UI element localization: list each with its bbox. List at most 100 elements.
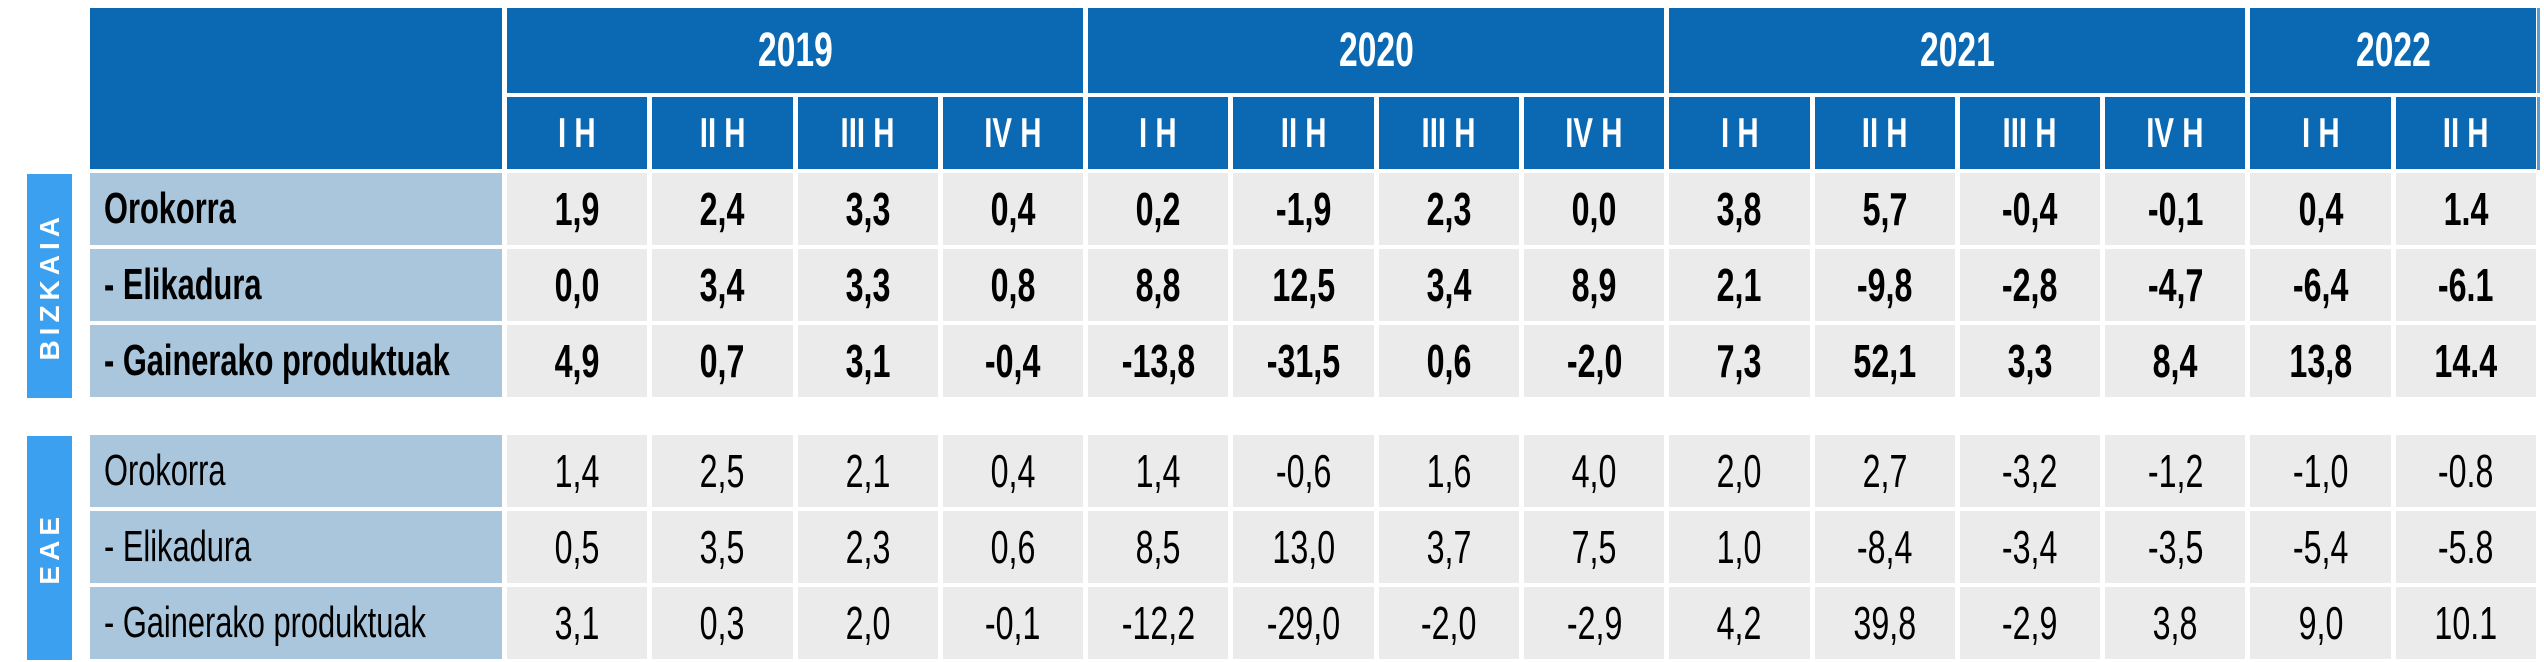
cell-value: 3,3 [845, 183, 891, 235]
cell-value: 13,0 [1272, 521, 1335, 573]
section-band-eae: EAE [27, 436, 72, 660]
table-cell: 3,3 [797, 173, 938, 245]
cell-value: 2,4 [700, 183, 745, 235]
row-label: - Gainerako produktuak [90, 325, 502, 397]
cell-value: 3,8 [1717, 183, 1762, 235]
cell-value: -3,5 [2147, 521, 2204, 573]
table-cell: 1,4 [1088, 435, 1229, 507]
table-cell: -4,7 [2105, 249, 2246, 321]
table-cell: 0,4 [942, 435, 1084, 507]
cell-value: -5.8 [2438, 521, 2494, 573]
data-table: 2019 2020 2021 2022 I H II H III H IV H … [90, 8, 2536, 659]
table-cell: 2,0 [797, 587, 938, 659]
table-cell: -9,8 [1814, 249, 1955, 321]
half-label: II H [699, 109, 746, 156]
cell-value: 1.4 [2443, 183, 2489, 235]
table-cell: 0,8 [942, 249, 1084, 321]
table-cell: 9,0 [2250, 587, 2391, 659]
cell-value: 12,5 [1272, 259, 1335, 311]
table-cell: 3,3 [797, 249, 938, 321]
table-cell: 3,8 [2105, 587, 2246, 659]
cell-value: 52,1 [1853, 335, 1917, 387]
table-cell: -13,8 [1088, 325, 1229, 397]
row-label-text: Orokorra [104, 184, 236, 233]
cropped-next-column-sliver [2537, 8, 2540, 93]
table-cell: -3,4 [1959, 511, 2101, 583]
half-label: I H [2301, 109, 2340, 156]
cell-value: 0,3 [700, 597, 745, 649]
half-header: IV H [2105, 97, 2246, 169]
table-cell: 8,4 [2105, 325, 2246, 397]
table-cell: 2,5 [652, 435, 793, 507]
year-header-2022: 2022 [2250, 8, 2536, 93]
table-cell: 12,5 [1233, 249, 1374, 321]
row-label: - Elikadura [90, 249, 502, 321]
table-cell: -1,0 [2250, 435, 2391, 507]
cell-value: -2,0 [1421, 597, 1477, 649]
section-band-label: BIZKAIA [33, 211, 65, 361]
section-band-label: EAE [33, 511, 65, 585]
table-cell: 0,4 [942, 173, 1084, 245]
half-header: I H [2250, 97, 2391, 169]
cell-value: 8,4 [2152, 335, 2198, 387]
half-header: II H [652, 97, 793, 169]
year-label: 2022 [2355, 24, 2431, 77]
table-cell: -31,5 [1233, 325, 1374, 397]
cell-value: 14.4 [2434, 335, 2498, 387]
cell-value: 13,8 [2289, 335, 2352, 387]
cell-value: 0,7 [700, 335, 745, 387]
table-cell: -2,0 [1524, 325, 1665, 397]
half-header: III H [1959, 97, 2101, 169]
cropped-next-column-sliver [2537, 97, 2540, 170]
table-cell: -0,4 [942, 325, 1084, 397]
cell-value: -1,2 [2147, 445, 2204, 497]
table-cell: 3,4 [652, 249, 793, 321]
table-cell: 1,6 [1378, 435, 1519, 507]
cell-value: 4,2 [1717, 597, 1762, 649]
half-header: II H [1814, 97, 1955, 169]
table-cell: 10.1 [2395, 587, 2536, 659]
cell-value: 9,0 [2298, 597, 2343, 649]
cell-value: 3,1 [845, 335, 891, 387]
table-cell: 3,3 [1959, 325, 2101, 397]
table-cell: -6,4 [2250, 249, 2391, 321]
table-cell: 52,1 [1814, 325, 1955, 397]
table-cell: 2,3 [1378, 173, 1519, 245]
half-header: I H [1669, 97, 1810, 169]
table-cell: 8,9 [1524, 249, 1665, 321]
table-cell: 3,5 [652, 511, 793, 583]
half-header: I H [1088, 97, 1229, 169]
half-header: I H [507, 97, 648, 169]
table-cell: -1,9 [1233, 173, 1374, 245]
table-cell: 1,4 [507, 435, 648, 507]
table-cell: 0,3 [652, 587, 793, 659]
year-label: 2020 [1338, 24, 1414, 77]
cell-value: 2,1 [845, 445, 891, 497]
table-cell: 1.4 [2395, 173, 2536, 245]
cell-value: 2,0 [1717, 445, 1762, 497]
table-cell: 8,8 [1088, 249, 1229, 321]
table-cell: 2,1 [797, 435, 938, 507]
table-cell: 3,8 [1669, 173, 1810, 245]
cell-value: 3,4 [700, 259, 745, 311]
cell-value: 0,6 [1426, 335, 1472, 387]
cell-value: 3,4 [1426, 259, 1472, 311]
table-cell: -0,6 [1233, 435, 1374, 507]
cell-value: 8,9 [1571, 259, 1617, 311]
cell-value: -0,1 [985, 597, 1041, 649]
table-cell: 0,4 [2250, 173, 2391, 245]
cell-value: 2,3 [845, 521, 891, 573]
table-cell: 1,0 [1669, 511, 1810, 583]
cell-value: 1,4 [554, 445, 600, 497]
cell-value: -3,2 [2002, 445, 2058, 497]
section-band-bizkaia: BIZKAIA [27, 174, 72, 398]
cell-value: -3,4 [2002, 521, 2058, 573]
cell-value: -5,4 [2292, 521, 2349, 573]
cell-value: 10.1 [2434, 597, 2498, 649]
half-label: IV H [2146, 109, 2204, 156]
cell-value: 3,1 [554, 597, 600, 649]
table-cell: -0.8 [2395, 435, 2536, 507]
half-label: II H [2442, 109, 2489, 156]
cell-value: 3,8 [2152, 597, 2198, 649]
